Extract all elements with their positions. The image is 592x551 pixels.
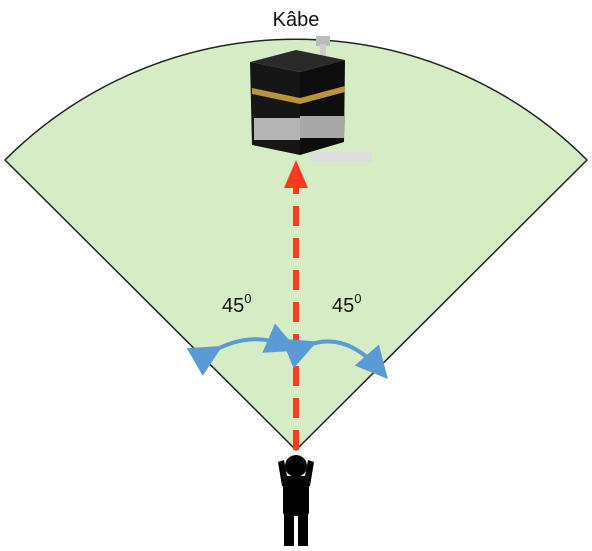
angle-unit: 0 [354,291,361,306]
title: Kâbe [273,9,320,31]
angle-value: 45 [222,295,244,317]
angle-unit: 0 [244,291,251,306]
diagram: Kâbe 450 450 [0,0,592,551]
angle-value: 45 [332,295,354,317]
person [278,455,314,546]
